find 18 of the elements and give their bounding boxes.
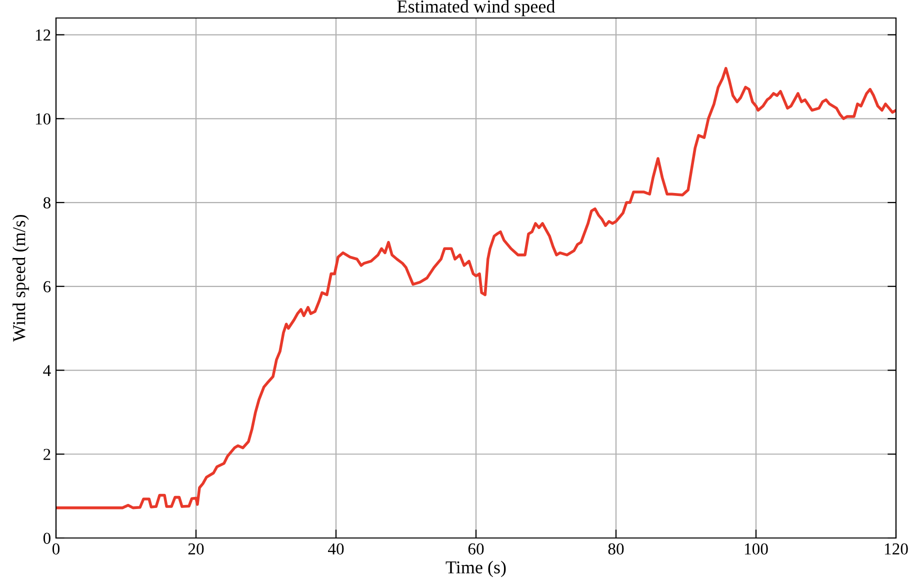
y-tick-label: 8 <box>43 197 51 208</box>
y-axis-title: Wind speed (m/s) <box>12 214 29 342</box>
y-tick-label: 4 <box>43 365 51 376</box>
y-tick-label: 6 <box>44 281 51 292</box>
y-tick-label: 0 <box>43 532 51 544</box>
x-tick-label: 60 <box>468 543 484 555</box>
x-tick-label: 40 <box>328 543 344 555</box>
x-axis-title: Time (s) <box>446 560 506 578</box>
x-tick-label: 120 <box>884 543 908 555</box>
y-tick-label: 2 <box>44 448 50 460</box>
x-tick-label: 100 <box>744 543 768 555</box>
x-tick-label: 80 <box>608 543 624 555</box>
y-tick-label: 12 <box>36 30 50 41</box>
x-tick-label: 20 <box>188 543 204 555</box>
y-tick-label: 10 <box>36 113 51 125</box>
x-tick-label: 0 <box>52 543 60 555</box>
line-series <box>56 66 896 510</box>
chart-title: Estimated wind speed <box>397 0 556 16</box>
